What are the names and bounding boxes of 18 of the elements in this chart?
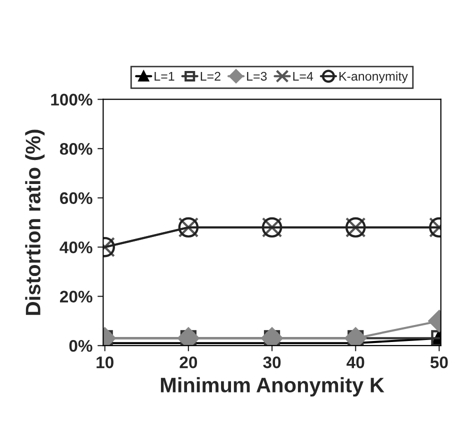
legend-label: L=4 [293, 72, 314, 81]
y-tick-label: 20% [60, 290, 92, 303]
x-tick-label: 20 [180, 356, 198, 368]
y-tick-label: 0% [69, 340, 92, 352]
x-axis-title: Minimum Anonymity K [160, 377, 384, 397]
y-tick-label: 80% [60, 143, 92, 155]
legend-label: L=2 [200, 72, 220, 81]
y-tick-label: 100% [51, 94, 92, 106]
y-axis-title: Distortion ratio (%) [25, 130, 45, 315]
y-tick-label: 60% [60, 192, 92, 204]
legend-label: L=1 [154, 72, 174, 81]
x-tick-label: 10 [96, 356, 114, 368]
legend-label: L=3 [247, 72, 267, 81]
x-tick-label: 40 [346, 356, 364, 368]
legend-label: K-anonymity [339, 72, 408, 84]
y-tick-label: 40% [60, 242, 92, 254]
x-tick-label: 30 [263, 356, 281, 368]
x-tick-label: 50 [430, 356, 448, 368]
